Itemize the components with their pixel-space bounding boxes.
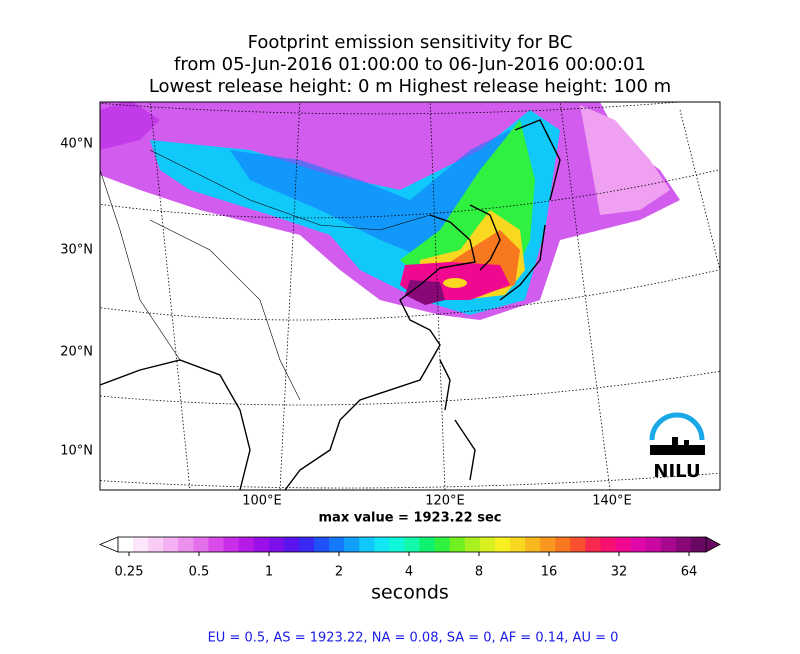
- colorbar-extend-high: [705, 536, 721, 553]
- colorbar-swatch: [374, 537, 390, 552]
- colorbar-swatch: [510, 537, 526, 552]
- lat-label: 30°N: [60, 243, 93, 258]
- colorbar-swatch: [630, 537, 647, 552]
- colorbar-swatch: [419, 537, 436, 552]
- colorbar-swatch: [268, 537, 285, 552]
- colorbar-tick-label: 0.5: [189, 565, 210, 580]
- colorbar-swatch: [690, 537, 707, 552]
- colorbar-swatch: [479, 537, 496, 552]
- colorbar-swatch: [389, 537, 405, 552]
- colorbar-tick-label: 8: [475, 565, 483, 580]
- colorbar-swatch: [329, 537, 345, 552]
- colorbar-swatch: [148, 537, 164, 552]
- colorbar-swatch: [118, 537, 134, 552]
- colorbar-swatch: [223, 537, 240, 552]
- colorbar-swatch: [133, 537, 149, 552]
- colorbar-swatch: [163, 537, 179, 552]
- colorbar-tick-label: 32: [611, 565, 628, 580]
- lat-label: 10°N: [60, 444, 93, 459]
- colorbar-swatch: [555, 537, 571, 552]
- title-line: from 05-Jun-2016 01:00:00 to 06-Jun-2016…: [174, 54, 646, 75]
- map-area: NILU: [100, 102, 720, 490]
- colorbar-swatch: [675, 537, 692, 552]
- colorbar-tick-label: 2: [335, 565, 343, 580]
- colorbar-swatch: [178, 537, 194, 552]
- colorbar-swatch: [253, 537, 270, 552]
- logo: NILU: [649, 412, 705, 482]
- colorbar-label: seconds: [371, 582, 449, 604]
- colorbar-swatch: [283, 537, 300, 552]
- colorbar-swatch: [525, 537, 541, 552]
- colorbar-swatch: [344, 537, 360, 552]
- lat-label: 40°N: [60, 137, 93, 152]
- title-line: Footprint emission sensitivity for BC: [248, 32, 573, 53]
- colorbar-swatch: [314, 537, 330, 552]
- lon-label: 100°E: [242, 494, 282, 509]
- colorbar-swatch: [660, 537, 677, 552]
- colorbar-swatch: [494, 537, 511, 552]
- colorbar-tick-label: 16: [541, 565, 558, 580]
- colorbar-swatch: [615, 537, 632, 552]
- colorbar-swatch: [298, 537, 315, 552]
- lon-label: 140°E: [592, 494, 632, 509]
- max-value: max value = 1923.22 sec: [319, 511, 502, 526]
- colorbar-tick-label: 1: [265, 565, 273, 580]
- colorbar-swatch: [645, 537, 662, 552]
- lon-label: 120°E: [425, 494, 465, 509]
- colorbar-frame: [117, 536, 707, 553]
- colorbar-swatch: [464, 537, 481, 552]
- colorbar-swatch: [600, 537, 617, 552]
- colorbar-tick-label: 0.25: [115, 565, 144, 580]
- colorbar-swatch: [359, 537, 375, 552]
- colorbar-swatch: [449, 537, 466, 552]
- footer: EU = 0.5, AS = 1923.22, NA = 0.08, SA = …: [208, 631, 619, 646]
- colorbar-extend-low: [98, 536, 119, 553]
- lat-label: 20°N: [60, 345, 93, 360]
- colorbar-swatch: [570, 537, 586, 552]
- colorbar-swatch: [208, 537, 225, 552]
- title-line: Lowest release height: 0 m Highest relea…: [149, 76, 671, 97]
- colorbar-swatch: [404, 537, 421, 552]
- colorbar-swatch: [193, 537, 209, 552]
- colorbar-swatch: [585, 537, 601, 552]
- colorbar-swatch: [540, 537, 556, 552]
- logo-text: NILU: [653, 461, 700, 482]
- colorbar-swatch: [238, 537, 255, 552]
- colorbar-tick-label: 4: [405, 565, 413, 580]
- map-frame: [99, 101, 721, 491]
- colorbar-swatch: [434, 537, 451, 552]
- colorbar-tick-label: 64: [681, 565, 698, 580]
